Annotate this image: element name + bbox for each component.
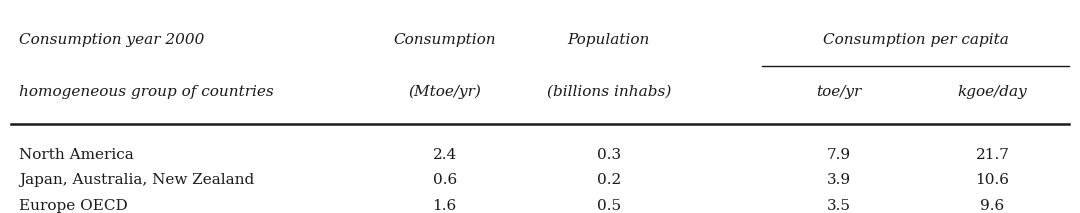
Text: Consumption per capita: Consumption per capita bbox=[823, 33, 1009, 47]
Text: 0.5: 0.5 bbox=[597, 199, 621, 213]
Text: (Mtoe/yr): (Mtoe/yr) bbox=[408, 85, 482, 99]
Text: 1.6: 1.6 bbox=[433, 199, 457, 213]
Text: North America: North America bbox=[19, 148, 134, 161]
Text: 0.2: 0.2 bbox=[596, 173, 621, 187]
Text: Consumption: Consumption bbox=[393, 33, 496, 47]
Text: 0.3: 0.3 bbox=[597, 148, 621, 161]
Text: 3.5: 3.5 bbox=[827, 199, 851, 213]
Text: kgoe/day: kgoe/day bbox=[958, 85, 1027, 99]
Text: 9.6: 9.6 bbox=[981, 199, 1004, 213]
Text: toe/yr: toe/yr bbox=[816, 85, 862, 99]
Text: 0.6: 0.6 bbox=[433, 173, 457, 187]
Text: 21.7: 21.7 bbox=[975, 148, 1010, 161]
Text: Population: Population bbox=[568, 33, 650, 47]
Text: homogeneous group of countries: homogeneous group of countries bbox=[19, 85, 274, 99]
Text: 2.4: 2.4 bbox=[433, 148, 457, 161]
Text: Europe OECD: Europe OECD bbox=[19, 199, 129, 213]
Text: (billions inhabs): (billions inhabs) bbox=[546, 85, 671, 99]
Text: Japan, Australia, New Zealand: Japan, Australia, New Zealand bbox=[19, 173, 255, 187]
Text: 10.6: 10.6 bbox=[975, 173, 1010, 187]
Text: Consumption year 2000: Consumption year 2000 bbox=[19, 33, 204, 47]
Text: 3.9: 3.9 bbox=[827, 173, 851, 187]
Text: 7.9: 7.9 bbox=[827, 148, 851, 161]
